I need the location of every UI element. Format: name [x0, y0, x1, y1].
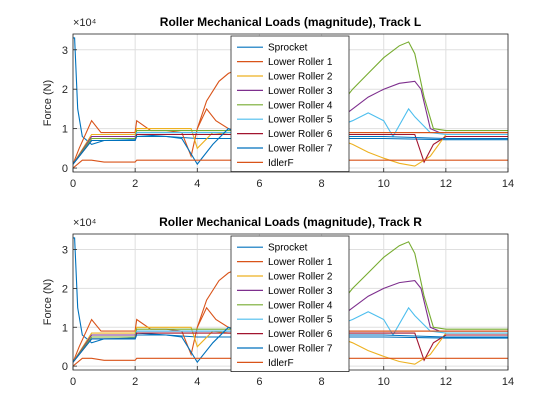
- legend-box: [230, 35, 350, 173]
- legend-entry: Lower Roller 1: [268, 57, 333, 68]
- x-tick-label: 8: [319, 178, 325, 190]
- x-tick-label: 12: [440, 376, 452, 388]
- legend-entry: Lower Roller 2: [268, 272, 333, 283]
- x-tick-label: 2: [132, 376, 138, 388]
- y-multiplier-label: ×10⁴: [73, 17, 97, 29]
- y-multiplier-label: ×10⁴: [73, 217, 97, 229]
- y-axis-label: Force (N): [42, 80, 54, 126]
- legend-entry: Lower Roller 2: [268, 72, 333, 83]
- x-tick-label: 6: [256, 178, 262, 190]
- x-tick-label: 6: [256, 376, 262, 388]
- legend-entry: Lower Roller 1: [268, 257, 333, 268]
- x-tick-label: 8: [319, 376, 325, 388]
- legend-entry: Lower Roller 7: [268, 144, 333, 155]
- x-tick-label: 4: [194, 178, 200, 190]
- legend-entry: Lower Roller 6: [268, 129, 333, 140]
- legend-entry: Lower Roller 3: [268, 286, 333, 297]
- series-line-8: [73, 159, 508, 169]
- x-tick-label: 0: [70, 376, 76, 388]
- legend-entry: Lower Roller 4: [268, 100, 333, 111]
- y-tick-label: 1: [62, 124, 68, 136]
- y-tick-label: 0: [62, 163, 68, 175]
- legend-entry: IdlerF: [268, 358, 294, 369]
- legend-entry: Lower Roller 7: [268, 344, 333, 355]
- y-tick-label: 1: [62, 322, 68, 334]
- y-tick-label: 0: [62, 361, 68, 373]
- legend-entry: IdlerF: [268, 158, 294, 169]
- x-tick-label: 0: [70, 178, 76, 190]
- x-tick-label: 10: [378, 178, 390, 190]
- x-tick-label: 14: [502, 376, 514, 388]
- x-tick-label: 10: [378, 376, 390, 388]
- legend-entry: Lower Roller 5: [268, 315, 333, 326]
- x-tick-label: 4: [194, 376, 200, 388]
- legend-entry: Lower Roller 5: [268, 115, 333, 126]
- legend-box: [230, 235, 350, 373]
- legend-entry: Sprocket: [268, 243, 308, 254]
- x-tick-label: 12: [440, 178, 452, 190]
- y-tick-label: 3: [62, 245, 68, 257]
- series-line-8: [73, 357, 508, 367]
- legend-entry: Lower Roller 3: [268, 86, 333, 97]
- y-tick-label: 3: [62, 45, 68, 57]
- y-tick-label: 2: [62, 84, 68, 96]
- legend-entry: Sprocket: [268, 43, 308, 54]
- series-line-7: [73, 127, 508, 166]
- legend-entry: Lower Roller 4: [268, 300, 333, 311]
- legend-entry: Lower Roller 6: [268, 329, 333, 340]
- x-tick-label: 14: [502, 178, 514, 190]
- chart-title: Roller Mechanical Loads (magnitude), Tra…: [159, 215, 422, 229]
- legend: Sprocket Lower Roller 1 Lower Roller 2 Lowe…: [230, 235, 350, 373]
- legend: Sprocket Lower Roller 1 Lower Roller 2 Lowe…: [230, 35, 350, 173]
- series-line-7: [73, 326, 508, 364]
- y-tick-label: 2: [62, 283, 68, 295]
- chart-title: Roller Mechanical Loads (magnitude), Tra…: [160, 15, 421, 29]
- x-tick-label: 2: [132, 178, 138, 190]
- y-axis-label: Force (N): [42, 279, 54, 325]
